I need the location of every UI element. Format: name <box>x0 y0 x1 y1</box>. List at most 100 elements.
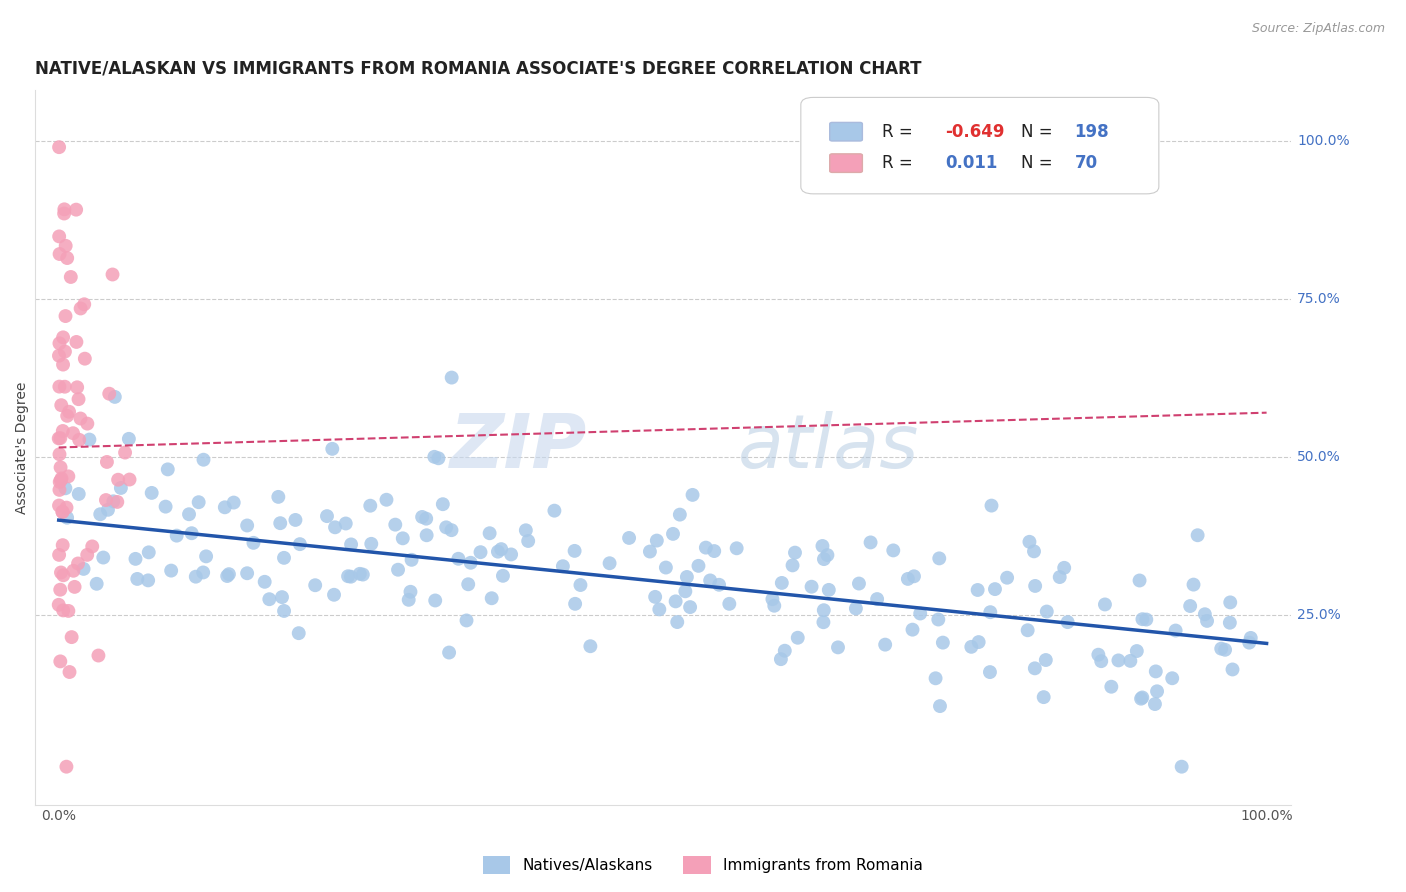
Point <box>60 630 83 644</box>
Point <box>51 471 73 485</box>
Y-axis label: Associate's Degree: Associate's Degree <box>15 381 30 514</box>
Point <box>48 475 70 489</box>
Point <box>517 533 540 548</box>
Point <box>1024 661 1046 675</box>
FancyBboxPatch shape <box>801 97 1159 194</box>
Point <box>267 490 290 504</box>
Point <box>214 500 236 515</box>
Point <box>48 431 70 445</box>
Text: 100.0%: 100.0% <box>1296 134 1350 148</box>
Point <box>259 592 281 607</box>
Point <box>763 599 786 613</box>
Point <box>1211 641 1233 656</box>
Point <box>1024 579 1046 593</box>
Point <box>662 527 685 541</box>
Point <box>437 646 460 660</box>
Point <box>288 537 311 551</box>
Point <box>398 592 420 607</box>
Point <box>1187 528 1209 542</box>
Point <box>321 442 343 456</box>
Point <box>688 558 710 573</box>
Point <box>1194 607 1216 622</box>
Text: atlas: atlas <box>738 411 920 483</box>
Point <box>411 510 433 524</box>
Point <box>56 251 79 265</box>
Point <box>859 535 882 549</box>
Point <box>599 556 621 570</box>
Point <box>98 386 121 401</box>
Point <box>827 640 849 655</box>
Point <box>800 580 823 594</box>
Point <box>1035 653 1057 667</box>
Point <box>761 592 783 607</box>
Point <box>551 559 574 574</box>
Point <box>52 330 75 344</box>
Point <box>786 631 808 645</box>
Point <box>58 665 80 679</box>
Point <box>52 358 75 372</box>
Point <box>180 526 202 541</box>
Point <box>811 539 834 553</box>
Point <box>579 639 602 653</box>
Point <box>55 500 77 515</box>
Point <box>337 569 360 583</box>
Point <box>271 590 294 604</box>
Point <box>236 518 259 533</box>
Point <box>669 508 692 522</box>
Point <box>195 549 218 564</box>
Point <box>695 541 717 555</box>
Point <box>665 594 688 608</box>
Point <box>782 558 804 573</box>
Point <box>1240 631 1263 645</box>
Point <box>1053 561 1076 575</box>
Point <box>725 541 748 556</box>
Text: 50.0%: 50.0% <box>1296 450 1341 464</box>
Point <box>48 548 70 562</box>
Point <box>49 566 72 580</box>
Text: R =: R = <box>883 154 918 172</box>
Point <box>304 578 326 592</box>
Point <box>1239 635 1261 649</box>
Point <box>48 140 70 154</box>
Point <box>932 635 955 649</box>
Point <box>564 544 586 558</box>
Point <box>1126 644 1149 658</box>
Point <box>399 584 422 599</box>
Point <box>166 528 188 542</box>
Point <box>769 652 792 666</box>
Point <box>136 574 159 588</box>
Point <box>707 578 730 592</box>
Point <box>1143 697 1166 711</box>
Text: R =: R = <box>883 123 918 141</box>
Point <box>48 447 70 461</box>
Point <box>486 544 509 558</box>
Point <box>48 499 70 513</box>
Point <box>783 546 806 560</box>
Point <box>193 566 215 580</box>
Point <box>882 543 904 558</box>
Point <box>1094 598 1116 612</box>
Point <box>53 344 76 359</box>
Point <box>515 523 537 537</box>
Point <box>813 615 835 630</box>
Point <box>903 569 925 583</box>
Point <box>470 545 492 559</box>
Point <box>699 574 721 588</box>
Point <box>432 497 454 511</box>
Text: 75.0%: 75.0% <box>1296 292 1341 306</box>
Point <box>284 513 307 527</box>
Point <box>673 584 696 599</box>
Point <box>375 492 398 507</box>
Point <box>217 569 239 583</box>
Point <box>979 665 1001 679</box>
Point <box>107 473 129 487</box>
Point <box>73 351 96 366</box>
Legend: Natives/Alaskans, Immigrants from Romania: Natives/Alaskans, Immigrants from Romani… <box>477 850 929 880</box>
Text: 198: 198 <box>1074 123 1109 141</box>
Point <box>48 229 70 244</box>
Point <box>62 564 84 578</box>
Text: N =: N = <box>1021 154 1057 172</box>
Point <box>1219 595 1241 609</box>
Point <box>62 426 84 441</box>
Point <box>53 380 76 394</box>
